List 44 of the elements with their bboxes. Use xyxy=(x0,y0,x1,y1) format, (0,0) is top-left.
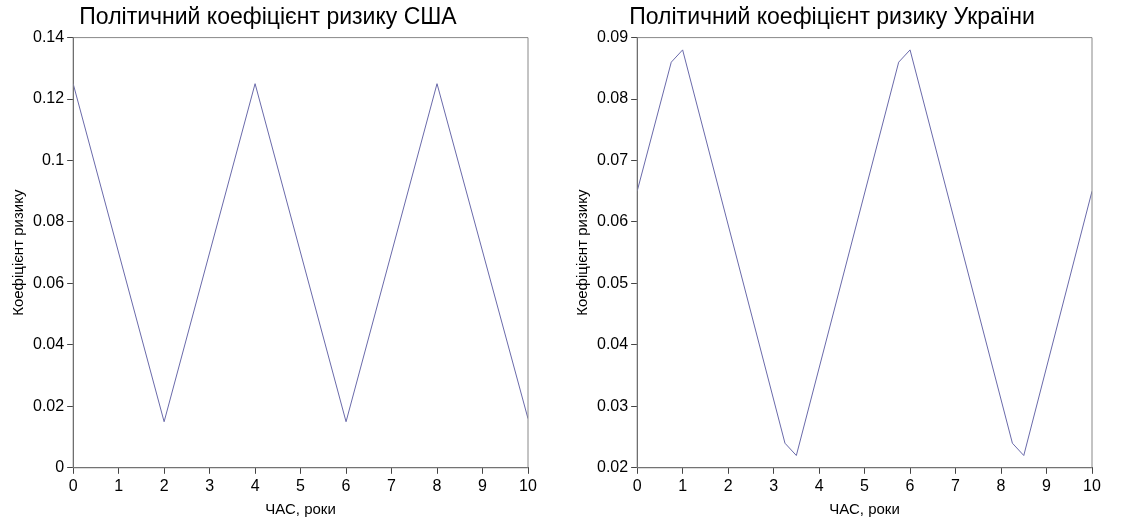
y-tick-label: 0.02 xyxy=(597,458,629,476)
x-tick-label: 5 xyxy=(296,476,306,494)
x-tick-label: 9 xyxy=(478,476,488,494)
x-tick-label: 2 xyxy=(723,476,733,494)
y-tick-label: 0.06 xyxy=(597,212,629,230)
x-tick-label: 5 xyxy=(860,476,870,494)
x-tick-label: 1 xyxy=(114,476,124,494)
x-tick-label: 9 xyxy=(1042,476,1052,494)
x-tick-label: 7 xyxy=(387,476,397,494)
x-tick-label: 3 xyxy=(205,476,215,494)
chart-title: Політичний коефіцієнт ризику США xyxy=(79,3,458,30)
y-tick-label: 0.09 xyxy=(597,28,629,46)
x-tick-label: 8 xyxy=(996,476,1006,494)
x-tick-label: 4 xyxy=(250,476,260,494)
y-tick-label: 0.07 xyxy=(597,150,629,168)
x-tick-label: 1 xyxy=(678,476,688,494)
x-tick-label: 7 xyxy=(951,476,961,494)
x-tick-label: 10 xyxy=(519,476,537,494)
x-axis-title: ЧАС, роки xyxy=(265,500,336,518)
y-tick-label: 0.08 xyxy=(597,89,629,107)
x-tick-label: 6 xyxy=(905,476,915,494)
y-tick-label: 0.02 xyxy=(33,396,65,414)
y-tick-label: 0.03 xyxy=(597,396,629,414)
chart-title: Політичний коефіцієнт ризику України xyxy=(629,3,1035,30)
y-tick-label: 0.08 xyxy=(33,212,65,230)
y-tick-label: 0.12 xyxy=(33,89,65,107)
x-tick-label: 2 xyxy=(159,476,169,494)
x-tick-label: 4 xyxy=(814,476,824,494)
y-tick-label: 0.04 xyxy=(597,335,629,353)
x-tick-label: 0 xyxy=(632,476,642,494)
y-tick-label: 0.04 xyxy=(33,335,65,353)
x-tick-label: 3 xyxy=(769,476,779,494)
x-tick-label: 8 xyxy=(432,476,442,494)
y-tick-label: 0.06 xyxy=(33,273,65,291)
y-tick-label: 0.14 xyxy=(33,28,65,46)
y-tick-label: 0 xyxy=(55,458,65,476)
y-tick-label: 0.1 xyxy=(41,150,65,168)
y-tick-label: 0.05 xyxy=(597,273,629,291)
x-tick-label: 10 xyxy=(1083,476,1101,494)
x-tick-label: 6 xyxy=(341,476,351,494)
y-axis-title: Коефіцієнт ризику xyxy=(9,189,27,316)
y-axis-title: Коефіцієнт ризику xyxy=(573,189,591,316)
x-tick-label: 0 xyxy=(68,476,78,494)
x-axis-title: ЧАС, роки xyxy=(829,500,900,518)
